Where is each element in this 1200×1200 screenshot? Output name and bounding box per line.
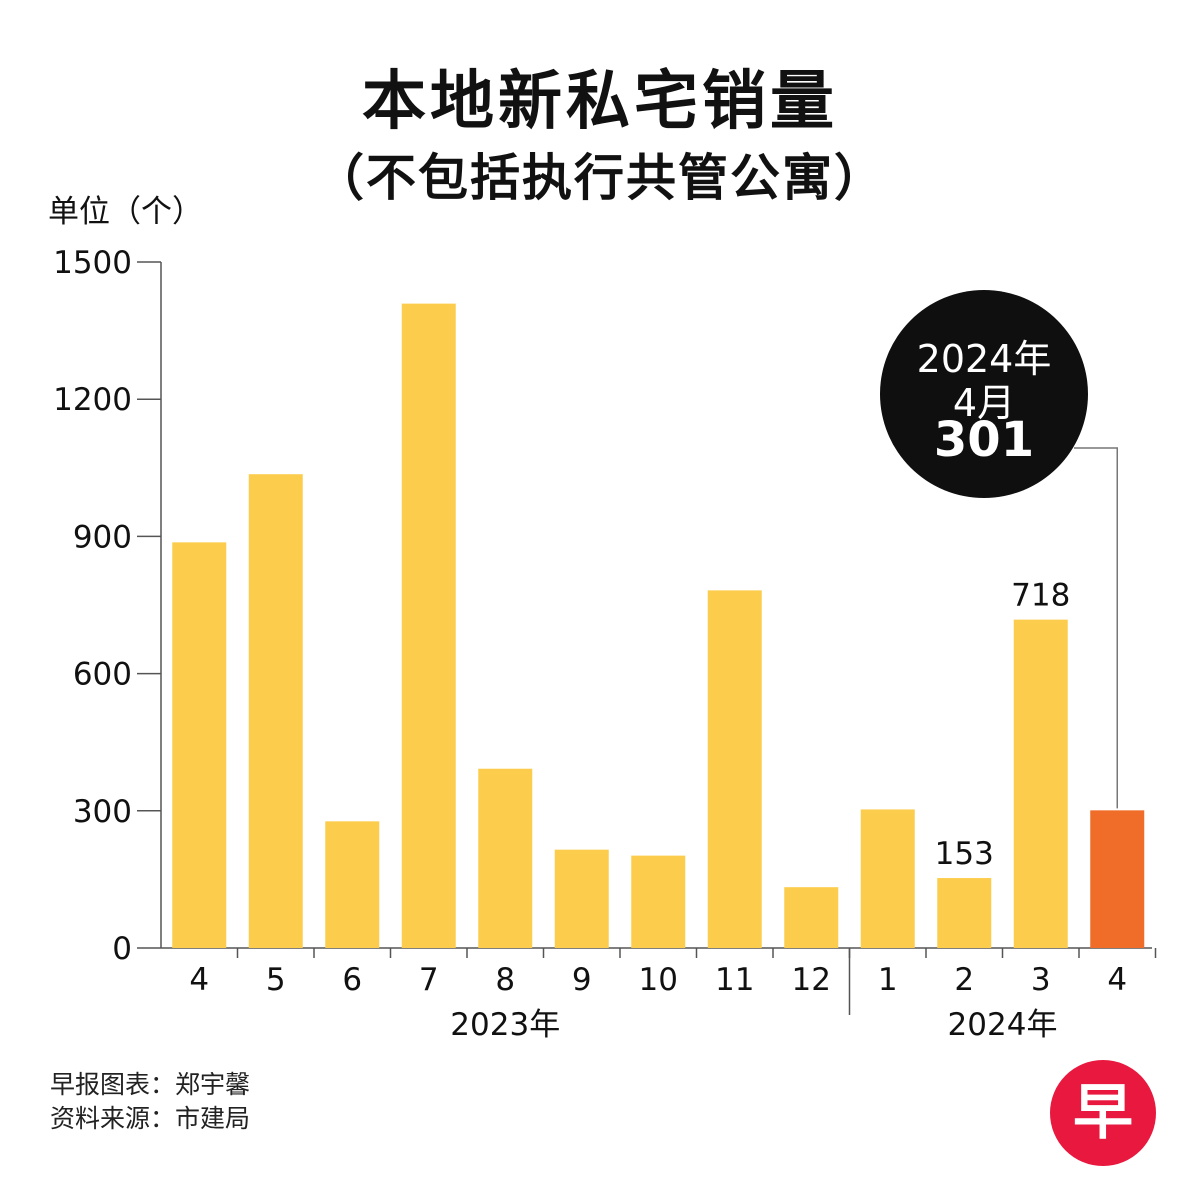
credit-source: 资料来源：市建局 xyxy=(50,1104,251,1133)
x-tick-label: 4 xyxy=(189,962,209,998)
year-group-label: 2024年 xyxy=(948,1007,1058,1043)
x-tick-label: 7 xyxy=(419,962,439,998)
y-tick-label: 1200 xyxy=(53,382,132,418)
bar xyxy=(478,768,533,948)
x-tick-label: 6 xyxy=(342,962,362,998)
callout-value: 301 xyxy=(933,412,1035,468)
x-tick-label: 10 xyxy=(639,962,678,998)
x-tick-label: 8 xyxy=(495,962,515,998)
y-axis-label: 单位（个） xyxy=(48,194,203,230)
x-tick-label: 1 xyxy=(878,962,898,998)
bar xyxy=(860,809,915,948)
bar xyxy=(554,849,609,948)
bar xyxy=(325,821,380,948)
chart-subtitle: （不包括执行共管公寓） xyxy=(314,149,886,207)
zaobao-logo: 早 xyxy=(1050,1060,1156,1166)
callout-leader-line xyxy=(1074,447,1118,809)
highlight-callout: 2024年 4月 301 xyxy=(880,290,1088,498)
x-tick-label: 9 xyxy=(572,962,592,998)
y-tick-label: 1500 xyxy=(53,245,132,281)
credit-graphic: 早报图表：郑宇馨 xyxy=(50,1070,251,1099)
bar xyxy=(631,855,686,948)
x-tick-label: 11 xyxy=(715,962,754,998)
x-tick-label: 4 xyxy=(1107,962,1127,998)
bar xyxy=(937,878,992,948)
data-label: 153 xyxy=(935,836,994,872)
chart-title: 本地新私宅销量 xyxy=(362,65,838,139)
bar xyxy=(707,590,762,948)
x-tick-label: 5 xyxy=(266,962,286,998)
y-tick-label: 900 xyxy=(73,519,132,555)
y-tick-label: 300 xyxy=(73,794,132,830)
bar xyxy=(248,474,303,948)
credits: 早报图表：郑宇馨 资料来源：市建局 xyxy=(50,1068,250,1136)
bar xyxy=(784,887,839,948)
data-label: 718 xyxy=(1011,578,1070,614)
x-tick-label: 12 xyxy=(792,962,831,998)
bar xyxy=(401,303,456,949)
y-tick-label: 0 xyxy=(112,931,132,967)
bar xyxy=(1013,619,1068,948)
callout-month: 4月 xyxy=(952,381,1016,425)
x-tick-label: 3 xyxy=(1031,962,1051,998)
x-tick-label: 2 xyxy=(954,962,974,998)
bar xyxy=(172,542,227,948)
bar xyxy=(1090,810,1145,948)
callout-year: 2024年 xyxy=(916,337,1052,381)
year-group-label: 2023年 xyxy=(450,1007,560,1043)
y-tick-label: 600 xyxy=(73,657,132,693)
